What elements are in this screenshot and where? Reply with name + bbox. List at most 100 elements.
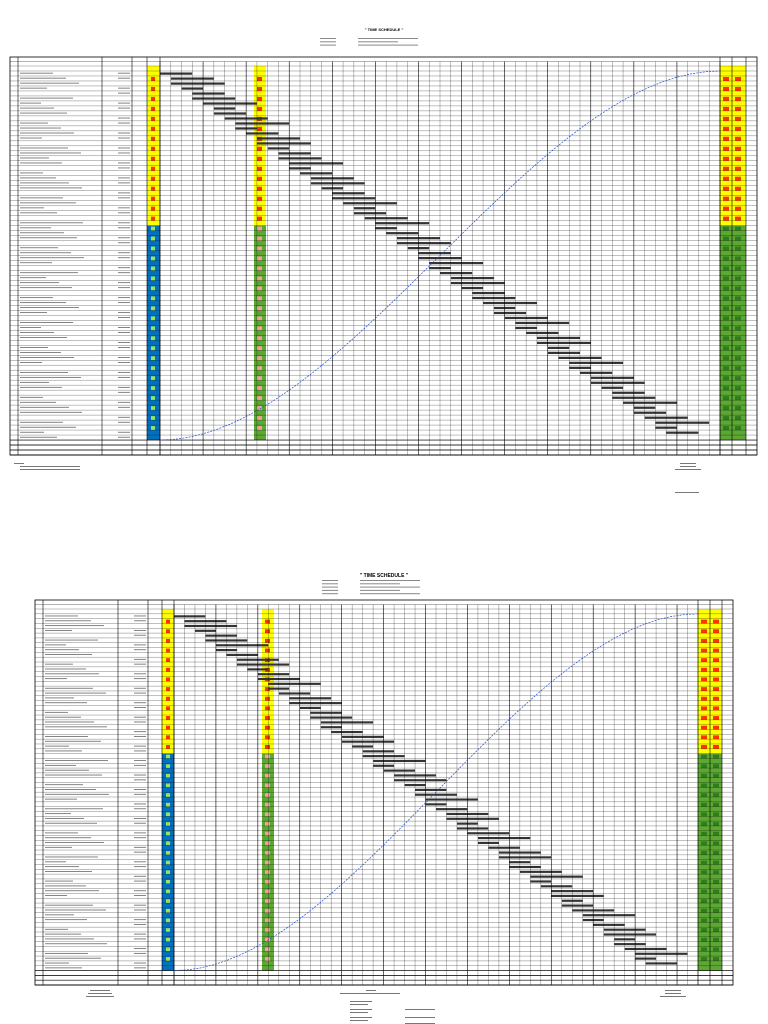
value-marker	[713, 879, 719, 884]
value-marker	[265, 831, 270, 836]
item-price	[134, 779, 146, 781]
value-marker	[735, 156, 741, 161]
value-marker	[166, 687, 170, 691]
item-description	[20, 297, 53, 299]
value-marker	[735, 136, 741, 141]
value-marker	[735, 366, 741, 371]
item-price	[134, 846, 146, 848]
value-marker	[701, 725, 707, 730]
value-marker	[735, 386, 741, 391]
gantt-bar	[278, 692, 311, 695]
value-marker	[166, 773, 170, 778]
value-marker	[265, 908, 270, 913]
item-price	[118, 162, 130, 164]
value-marker	[723, 226, 729, 231]
item-description	[45, 943, 107, 945]
value-marker	[723, 376, 729, 381]
item-price	[118, 177, 130, 179]
value-marker	[257, 216, 262, 221]
item-price	[134, 837, 146, 839]
value-marker	[166, 822, 170, 826]
value-marker	[735, 96, 741, 101]
value-marker	[735, 316, 741, 321]
item-description	[20, 436, 57, 438]
item-price	[118, 317, 130, 319]
signature-text	[86, 996, 114, 997]
item-description	[20, 337, 67, 338]
signature-text	[405, 1017, 435, 1018]
value-marker	[723, 276, 729, 281]
value-marker	[723, 166, 729, 171]
value-marker	[257, 386, 262, 391]
value-marker	[723, 96, 729, 101]
s-curve-line	[173, 613, 699, 971]
gantt-bar	[436, 808, 468, 811]
value-marker	[265, 773, 270, 778]
signature-text	[90, 990, 110, 991]
signature-text	[675, 469, 701, 470]
value-marker	[166, 658, 170, 663]
value-marker	[713, 658, 719, 663]
value-marker	[701, 860, 707, 865]
value-marker	[701, 870, 707, 875]
value-marker	[723, 316, 729, 321]
value-marker	[701, 629, 707, 634]
value-marker	[257, 256, 262, 261]
item-description	[45, 750, 82, 752]
value-marker	[723, 236, 729, 241]
value-marker	[257, 126, 262, 131]
item-price	[134, 890, 146, 892]
value-marker	[723, 406, 729, 411]
value-marker	[166, 725, 170, 730]
value-marker	[713, 947, 719, 952]
signature-text	[88, 993, 112, 994]
value-marker	[166, 899, 170, 904]
item-description	[45, 668, 86, 670]
value-marker	[166, 619, 170, 624]
signature-text	[20, 466, 80, 467]
value-marker	[257, 166, 262, 171]
value-marker	[257, 146, 262, 151]
item-price	[118, 252, 130, 254]
item-description	[45, 774, 102, 776]
value-marker	[151, 116, 155, 121]
item-price	[134, 875, 146, 877]
value-marker	[257, 156, 262, 161]
value-marker	[713, 937, 719, 942]
item-price	[134, 774, 146, 776]
signature-text	[680, 463, 696, 464]
value-marker	[735, 406, 741, 411]
value-marker	[713, 802, 719, 807]
value-marker	[701, 851, 707, 855]
value-marker	[151, 176, 155, 181]
value-marker	[166, 629, 170, 634]
item-description	[45, 760, 108, 762]
gantt-bar	[246, 132, 279, 135]
sheet-1-title: " TIME SCHEDULE "	[365, 27, 404, 32]
gantt-bar	[226, 653, 258, 656]
item-description	[20, 152, 81, 154]
item-price	[118, 376, 130, 378]
item-description	[45, 769, 89, 771]
gantt-bar	[633, 411, 667, 414]
value-marker	[735, 226, 741, 231]
value-marker	[257, 186, 262, 191]
item-price	[118, 267, 130, 269]
value-marker	[257, 196, 262, 201]
gantt-bar	[593, 923, 625, 926]
item-description	[45, 639, 98, 641]
gantt-bar	[440, 271, 473, 275]
value-marker	[735, 206, 741, 211]
item-price	[118, 72, 130, 74]
value-marker	[701, 841, 707, 846]
item-description	[20, 257, 84, 259]
value-marker	[166, 841, 170, 846]
value-marker	[713, 822, 719, 826]
item-description	[20, 307, 79, 309]
item-description	[20, 426, 76, 428]
value-marker	[735, 296, 741, 301]
value-marker	[257, 176, 262, 181]
item-description	[45, 764, 76, 766]
item-price	[134, 692, 146, 694]
item-price	[134, 789, 146, 790]
